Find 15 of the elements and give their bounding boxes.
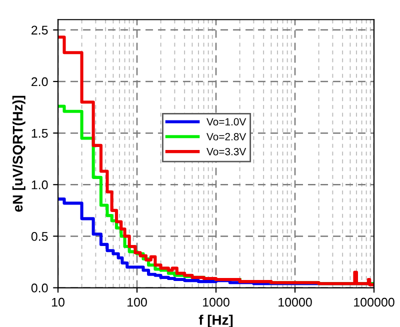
- y-axis-title: eN [uV/SQRT(Hz)]: [12, 96, 26, 212]
- x-tick-label: 100000: [354, 298, 394, 307]
- y-tick-label: 0.5: [31, 232, 48, 241]
- legend-label: Vo=1.0V: [206, 118, 246, 126]
- y-tick-label: 1.5: [32, 128, 48, 138]
- y-tick-label: 1.0: [32, 180, 48, 190]
- y-tick-label: 2.5: [32, 26, 48, 35]
- x-tick-label: 1000: [203, 298, 230, 307]
- x-tick-label: 10000: [278, 298, 312, 307]
- x-tick-label: 10: [52, 298, 64, 307]
- legend-label: Vo=2.8V: [206, 133, 246, 140]
- y-tick-label: 2.0: [32, 77, 48, 86]
- legend-label: Vo=3.3V: [206, 148, 246, 156]
- x-tick-label: 100: [128, 298, 147, 307]
- y-tick-label: 0.0: [31, 284, 48, 292]
